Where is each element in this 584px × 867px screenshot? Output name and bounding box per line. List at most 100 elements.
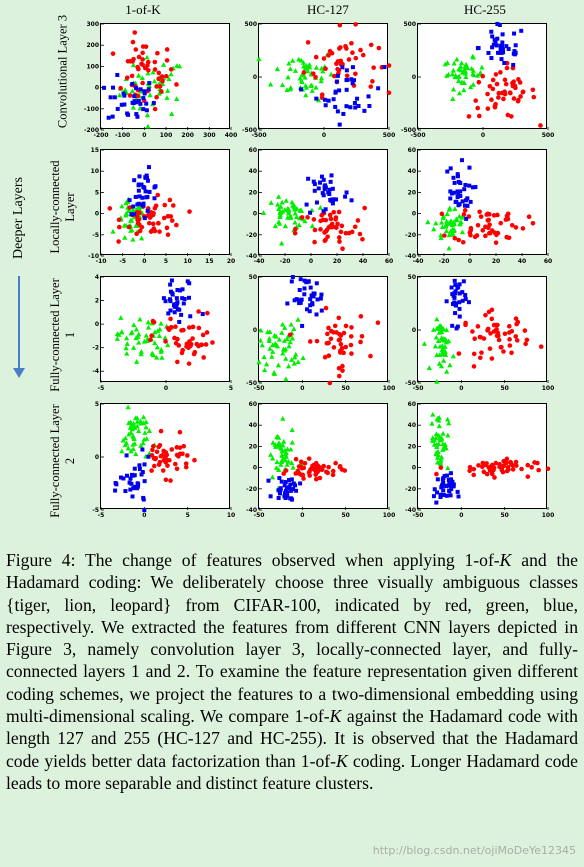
point-blue: [350, 65, 355, 70]
point-green: [439, 435, 445, 441]
point-red: [287, 332, 293, 338]
point-blue: [450, 479, 455, 484]
point-red: [386, 63, 392, 68]
point-red: [484, 212, 490, 217]
point-red: [165, 232, 171, 237]
point-blue: [124, 473, 129, 478]
point-blue: [321, 209, 326, 214]
point-green: [459, 229, 466, 235]
point-red: [328, 216, 334, 222]
point-blue: [334, 197, 339, 202]
point-green: [442, 61, 448, 67]
deeper-layers-label: Deeper Layers: [11, 177, 26, 260]
point-green: [284, 461, 290, 467]
point-blue: [166, 311, 171, 316]
point-blue: [307, 309, 312, 314]
x-tick-label: 100: [383, 512, 396, 519]
point-red: [494, 232, 499, 238]
point-red: [522, 328, 528, 333]
point-green: [439, 347, 445, 352]
point-blue: [490, 34, 495, 39]
point-green: [456, 66, 462, 72]
point-red: [496, 95, 501, 100]
x-tick-label: 0: [481, 132, 485, 139]
point-red: [192, 349, 198, 355]
scatter-plot: -10 -5 0 5 10 15 20 -10 -5 0 5 10 15: [88, 147, 235, 265]
point-red: [314, 467, 320, 473]
x-tick-label: 100: [542, 512, 555, 519]
scatter-plot: -5 0 5 10 -5 0 5: [92, 401, 235, 519]
point-blue: [297, 301, 302, 306]
point-green: [446, 232, 452, 238]
point-green: [129, 88, 136, 94]
point-green: [277, 210, 283, 215]
point-green: [440, 430, 446, 436]
point-green: [123, 200, 129, 206]
point-red: [481, 469, 487, 475]
point-green: [274, 459, 280, 465]
point-green: [309, 223, 315, 229]
x-tick-label: 100: [383, 385, 396, 392]
point-red: [487, 83, 493, 89]
point-red: [371, 65, 376, 70]
point-blue: [298, 481, 303, 486]
point-blue: [180, 296, 185, 301]
point-green: [130, 104, 136, 110]
point-blue: [344, 78, 349, 83]
column-title-1-of-k: 1-of-K: [125, 2, 161, 17]
point-red: [302, 460, 308, 466]
point-red: [525, 462, 531, 468]
y-tick-label: -500: [242, 127, 257, 134]
point-blue: [463, 182, 468, 187]
scatter-panel-r2-c2: -50 0 50 100 -50 0 50: [405, 274, 554, 392]
point-green: [150, 352, 156, 358]
point-blue: [367, 104, 372, 109]
y-tick-label: 4: [95, 274, 99, 281]
column-title-hc-127: HC-127: [307, 2, 349, 17]
point-green: [159, 354, 165, 360]
scatter-plot: -500 0 500 -500 0 500: [242, 21, 395, 139]
point-blue: [113, 488, 118, 493]
point-blue: [335, 73, 340, 78]
point-red: [329, 328, 334, 334]
point-green: [274, 66, 281, 72]
point-blue: [300, 323, 305, 328]
point-green: [138, 351, 144, 357]
point-green: [134, 418, 140, 424]
point-red: [151, 443, 156, 449]
point-blue: [502, 60, 507, 65]
point-green: [302, 74, 308, 80]
point-red: [161, 215, 167, 221]
point-blue: [456, 192, 461, 197]
point-blue: [457, 300, 462, 305]
point-red: [156, 70, 162, 76]
point-blue: [495, 22, 500, 26]
point-red: [352, 224, 358, 230]
point-red: [337, 337, 343, 342]
point-blue: [135, 114, 140, 119]
point-blue: [142, 216, 147, 221]
point-green: [456, 73, 462, 79]
point-blue: [465, 203, 470, 208]
point-red: [148, 337, 153, 343]
point-red: [162, 202, 168, 208]
point-green: [292, 68, 299, 73]
point-red: [152, 67, 158, 72]
point-red: [137, 228, 143, 234]
point-red: [127, 93, 133, 98]
point-red: [343, 323, 349, 329]
point-red: [376, 45, 382, 51]
point-green: [135, 205, 141, 211]
x-tick-label: 0: [459, 385, 463, 392]
point-green: [439, 351, 446, 357]
scatter-panel-r3-c2: -50 0 50 100 -40 -20 0 20 40 60: [405, 401, 554, 519]
point-red: [349, 40, 354, 46]
point-blue: [146, 454, 151, 459]
x-tick-label: 0: [468, 258, 472, 265]
point-blue: [456, 179, 461, 184]
point-red: [177, 429, 183, 435]
point-green: [463, 74, 469, 79]
point-blue: [326, 98, 331, 103]
point-blue: [141, 96, 146, 101]
point-red: [203, 342, 209, 347]
